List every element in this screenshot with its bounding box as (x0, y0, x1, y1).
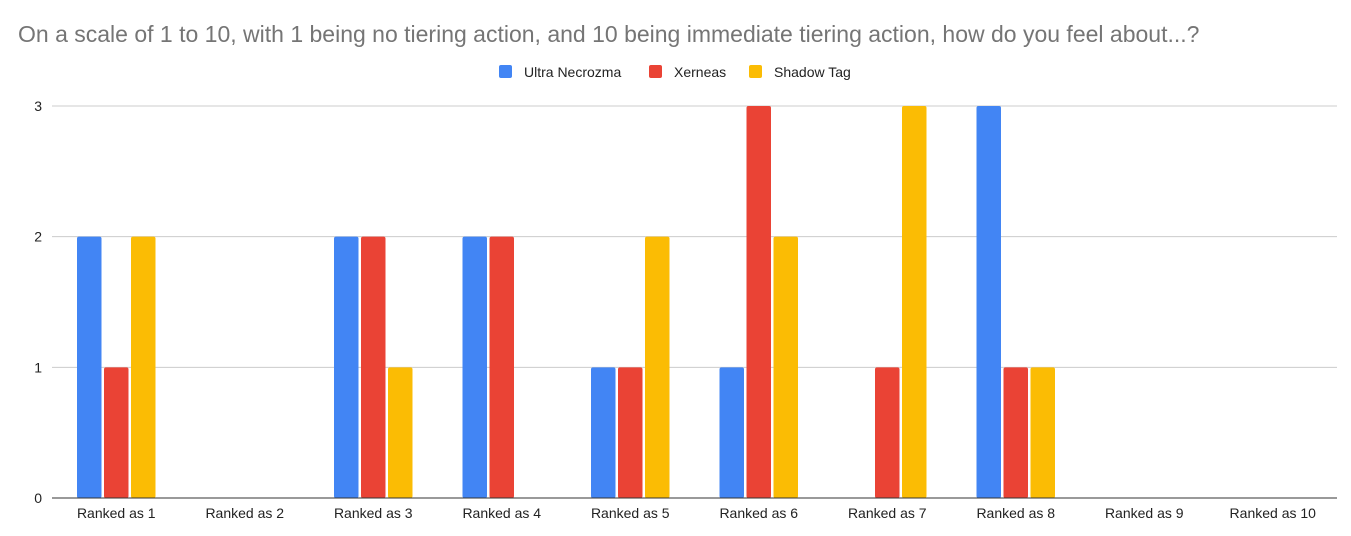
legend-swatch (499, 65, 512, 78)
legend-item-xerneas[interactable]: Xerneas (649, 64, 726, 80)
legend-label: Shadow Tag (774, 64, 851, 80)
bar-xerneas-4[interactable] (489, 236, 515, 498)
bar-shadow-tag-5[interactable] (645, 236, 670, 498)
bar-shadow-tag-6[interactable] (773, 236, 799, 498)
bar-ultra-necrozma-6[interactable] (719, 367, 745, 498)
legend-label: Xerneas (674, 64, 726, 80)
bar-xerneas-8[interactable] (1003, 367, 1029, 498)
chart-title: On a scale of 1 to 10, with 1 being no t… (18, 21, 1199, 47)
y-axis-ticks: 0 1 2 3 (34, 98, 42, 506)
y-tick-label: 2 (34, 229, 42, 245)
bar-shadow-tag-7[interactable] (902, 106, 927, 498)
x-tick-label: Ranked as 3 (334, 505, 413, 521)
legend-label: Ultra Necrozma (524, 64, 621, 80)
x-tick-label: Ranked as 9 (1105, 505, 1184, 521)
x-tick-label: Ranked as 6 (719, 505, 798, 521)
x-tick-label: Ranked as 1 (77, 505, 156, 521)
y-tick-label: 1 (34, 359, 42, 375)
bar-shadow-tag-1[interactable] (131, 236, 156, 498)
bar-shadow-tag-8[interactable] (1030, 367, 1056, 498)
bar-xerneas-7[interactable] (875, 367, 900, 498)
x-tick-label: Ranked as 5 (591, 505, 670, 521)
bar-ultra-necrozma-3[interactable] (334, 236, 359, 498)
bar-xerneas-3[interactable] (361, 236, 386, 498)
gridlines (52, 105, 1337, 368)
legend-swatch (649, 65, 662, 78)
x-tick-label: Ranked as 2 (205, 505, 284, 521)
bar-ultra-necrozma-5[interactable] (591, 367, 616, 498)
bar-xerneas-6[interactable] (746, 106, 772, 498)
x-tick-label: Ranked as 10 (1230, 505, 1317, 521)
legend-item-ultra-necrozma[interactable]: Ultra Necrozma (499, 64, 621, 80)
legend-swatch (749, 65, 762, 78)
bar-xerneas-5[interactable] (618, 367, 643, 498)
bar-shadow-tag-3[interactable] (388, 367, 413, 498)
x-tick-label: Ranked as 8 (976, 505, 1055, 521)
bar-ultra-necrozma-1[interactable] (77, 236, 102, 498)
legend-item-shadow-tag[interactable]: Shadow Tag (749, 64, 851, 80)
legend: Ultra Necrozma Xerneas Shadow Tag (499, 64, 851, 80)
x-tick-label: Ranked as 4 (462, 505, 541, 521)
bars (52, 106, 1337, 499)
y-tick-label: 0 (34, 490, 42, 506)
bar-ultra-necrozma-4[interactable] (462, 236, 488, 498)
bar-ultra-necrozma-8[interactable] (976, 106, 1002, 498)
y-tick-label: 3 (34, 98, 42, 114)
x-tick-label: Ranked as 7 (848, 505, 927, 521)
x-axis-ticks: Ranked as 1 Ranked as 2 Ranked as 3 Ranked … (77, 505, 1316, 521)
bar-xerneas-1[interactable] (104, 367, 129, 498)
